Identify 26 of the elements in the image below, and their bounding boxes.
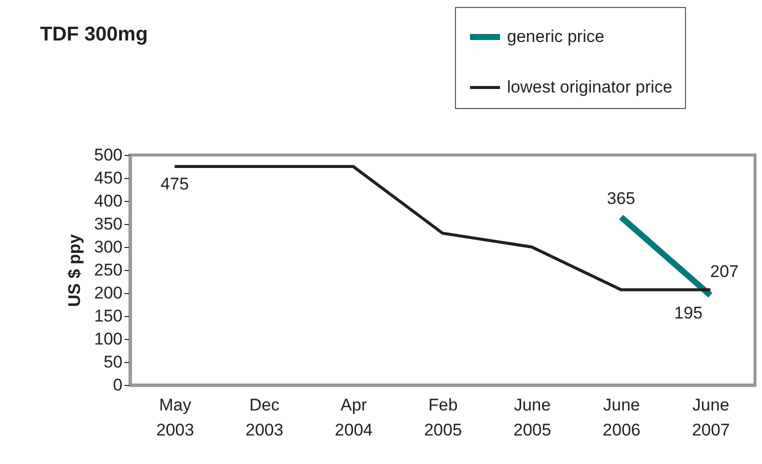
x-tick-label: Dec 2003 [246,396,284,440]
data-label: 195 [674,303,703,322]
x-tick-label: Apr 2004 [334,396,373,440]
data-label: 475 [160,174,189,194]
x-tick-label: June 2007 [692,396,730,440]
y-tick-label: 250 [94,260,122,280]
y-axis-title: US $ ppy [65,234,84,307]
y-tick-label: 100 [94,330,122,348]
legend-label: generic price [507,27,604,46]
y-tick-label: 200 [94,284,122,302]
data-label: 365 [606,189,636,208]
x-tick-label: May 2003 [156,396,194,440]
data-label: 207 [710,262,739,281]
y-tick-label: 500 [94,146,122,164]
y-tick-label: 0 [113,376,122,394]
y-tick-label: 300 [94,238,122,256]
x-tick-label: June 2005 [513,396,552,440]
y-tick-label: 150 [94,306,122,326]
y-tick-label: 50 [104,352,122,372]
chart-title: TDF 300mg [40,24,148,46]
x-tick-label: June 2006 [602,396,640,440]
legend-label: lowest originator price [507,78,672,96]
y-tick-label: 450 [94,168,122,188]
y-tick-label: 350 [94,214,122,234]
x-tick-label: Feb 2005 [424,396,462,440]
y-tick-label: 400 [94,192,122,210]
